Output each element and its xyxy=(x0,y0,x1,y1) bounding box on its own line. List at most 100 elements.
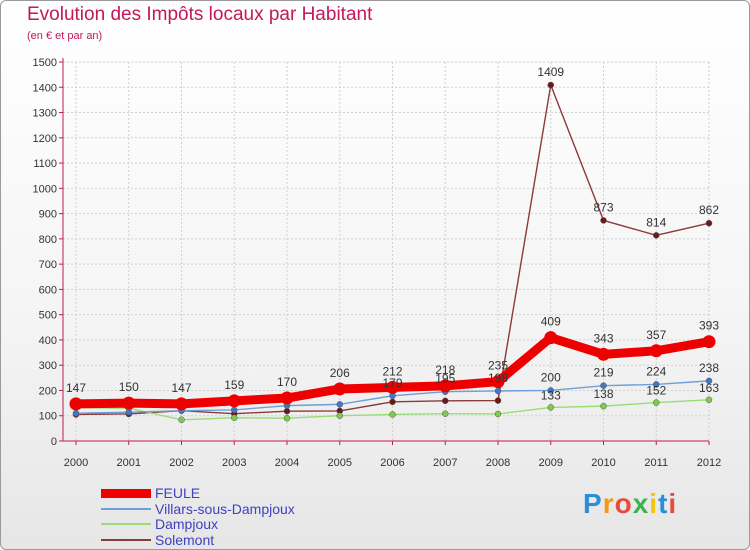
y-tick-label: 1000 xyxy=(33,183,57,195)
data-point-feule xyxy=(386,380,399,394)
y-tick-label: 700 xyxy=(39,259,57,271)
y-tick-label: 0 xyxy=(51,436,57,448)
data-point-feule xyxy=(280,391,294,405)
x-tick-label: 2010 xyxy=(591,457,615,469)
data-point-dampjoux xyxy=(231,414,238,422)
brand-letter: i xyxy=(649,488,659,519)
y-tick-label: 600 xyxy=(39,284,57,296)
data-label: 343 xyxy=(593,331,613,345)
data-point-villars-sous-dampjoux xyxy=(231,406,238,414)
data-label: 170 xyxy=(277,375,297,389)
data-label: 133 xyxy=(541,388,561,402)
data-point-feule xyxy=(702,335,716,349)
data-point-feule xyxy=(544,331,558,345)
x-tick-label: 2009 xyxy=(539,457,563,469)
legend-label-dampjoux: Dampjoux xyxy=(155,516,219,532)
data-label: 862 xyxy=(699,203,719,217)
data-label: 409 xyxy=(541,315,561,329)
data-label: 212 xyxy=(382,364,402,378)
data-point-solemont xyxy=(653,232,660,239)
grid-lines xyxy=(63,61,710,442)
data-label: 219 xyxy=(593,366,613,380)
data-point-villars-sous-dampjoux xyxy=(653,381,660,388)
data-point-villars-sous-dampjoux xyxy=(336,401,343,408)
data-label: 159 xyxy=(224,378,244,392)
brand-logo: Proxiti xyxy=(583,488,677,520)
data-point-solemont xyxy=(705,219,713,227)
y-tick-label: 900 xyxy=(39,209,57,221)
data-point-feule xyxy=(491,375,505,389)
data-label: 179 xyxy=(382,376,402,390)
y-tick-label: 100 xyxy=(39,411,57,423)
y-tick-label: 800 xyxy=(39,234,57,246)
x-tick-label: 2001 xyxy=(117,457,141,469)
x-tick-label: 2000 xyxy=(64,457,88,469)
data-labels: 147 150 147 159 170 206 212 218 235 409 343 357 393 1… xyxy=(66,65,719,402)
chart-title: Evolution des Impôts locaux par Habitant xyxy=(27,4,373,25)
legend-label-feule: FEULE xyxy=(155,485,201,501)
data-label: 206 xyxy=(330,366,350,380)
data-point-dampjoux xyxy=(600,402,607,410)
data-label: 357 xyxy=(646,328,666,342)
data-point-villars-sous-dampjoux xyxy=(494,387,502,395)
data-point-feule xyxy=(649,344,663,358)
data-point-feule xyxy=(69,397,83,411)
data-point-dampjoux xyxy=(336,412,343,419)
data-label: 147 xyxy=(171,381,191,395)
legend-label-solemont: Solemont xyxy=(155,532,215,548)
x-tick-label: 2008 xyxy=(486,457,510,469)
legend-swatch-solemont xyxy=(101,539,151,541)
series-group xyxy=(69,81,716,424)
data-point-feule xyxy=(122,396,136,410)
data-point-dampjoux xyxy=(547,404,554,411)
data-label: 814 xyxy=(646,215,666,229)
data-label: 147 xyxy=(66,381,86,395)
data-point-solemont xyxy=(442,397,449,405)
data-point-villars-sous-dampjoux xyxy=(125,408,132,416)
data-point-dampjoux xyxy=(442,410,449,417)
brand-letter: r xyxy=(602,488,615,519)
y-tick-label: 500 xyxy=(39,310,57,322)
y-tick-label: 1200 xyxy=(33,133,57,145)
data-label: 1409 xyxy=(537,65,564,79)
legend-label-villars: Villars-sous-Dampjoux xyxy=(155,501,295,517)
x-tick-label: 2004 xyxy=(275,457,299,469)
data-label: 393 xyxy=(699,319,719,333)
x-tick-label: 2003 xyxy=(222,457,246,469)
data-point-dampjoux xyxy=(494,410,502,418)
data-label: 152 xyxy=(646,384,666,398)
data-point-dampjoux xyxy=(653,399,660,406)
data-point-solemont xyxy=(283,407,291,415)
data-point-solemont xyxy=(600,217,607,224)
data-point-feule xyxy=(333,382,347,396)
data-label: 138 xyxy=(593,387,613,401)
data-label: 200 xyxy=(541,370,561,384)
y-tick-label: 200 xyxy=(39,385,57,397)
x-tick-label: 2012 xyxy=(697,457,721,469)
data-point-solemont xyxy=(389,398,396,406)
x-tick-label: 2006 xyxy=(380,457,404,469)
data-point-solemont xyxy=(547,81,554,89)
legend-swatch-villars xyxy=(101,508,151,510)
data-point-solemont xyxy=(494,397,502,404)
y-tick-label: 1300 xyxy=(33,108,57,120)
data-point-feule xyxy=(175,397,188,411)
brand-letter: x xyxy=(632,488,650,519)
brand-letter: t xyxy=(658,488,669,519)
x-tick-label: 2011 xyxy=(644,457,668,469)
chart-subtitle: (en € et par an) xyxy=(27,30,103,42)
brand-letter: i xyxy=(668,488,678,519)
data-point-dampjoux xyxy=(705,396,713,404)
data-point-villars-sous-dampjoux xyxy=(600,382,607,389)
data-label: 235 xyxy=(488,359,508,373)
data-label: 195 xyxy=(435,372,455,386)
data-point-villars-sous-dampjoux xyxy=(547,387,554,394)
data-label: 198 xyxy=(488,371,508,385)
data-label: 218 xyxy=(435,363,455,377)
data-label: 150 xyxy=(119,380,139,394)
x-tick-label: 2002 xyxy=(169,457,193,469)
data-point-villars-sous-dampjoux xyxy=(705,377,713,385)
axes: 0 100 200 300 400 500 600 700 800 900 1000 1100 1200… xyxy=(33,57,722,469)
